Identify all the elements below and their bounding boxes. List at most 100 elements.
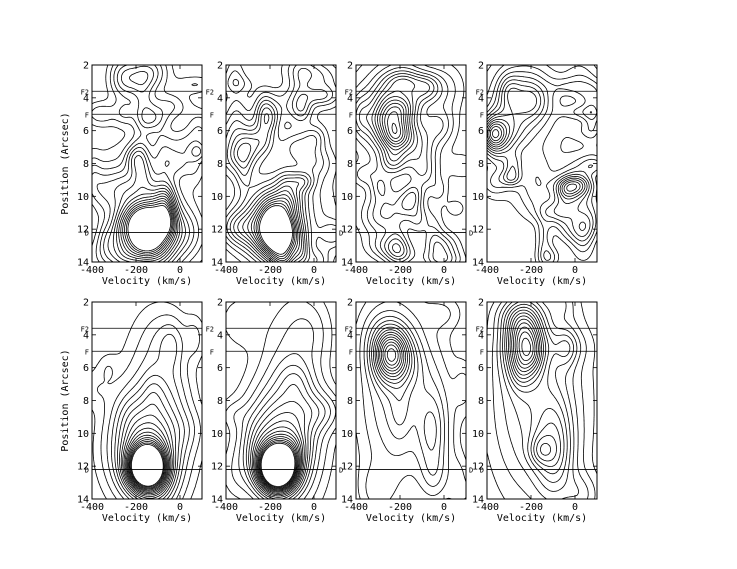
- contour-level-12: [253, 197, 297, 262]
- contour-level-7: [119, 392, 177, 499]
- reference-line-label-d: D: [85, 466, 89, 474]
- contour-level-14: [382, 341, 401, 369]
- reference-line-label-f: F: [480, 111, 484, 119]
- contour-level-4: [238, 353, 331, 499]
- y-tick-label: 14: [211, 258, 223, 269]
- contour-level-3: [226, 65, 336, 262]
- y-tick-label: 6: [347, 126, 353, 137]
- x-tick-label: 0: [177, 502, 183, 513]
- contour-level-4: [363, 310, 445, 487]
- x-tick-label: -200: [388, 502, 412, 513]
- contour-level-2: [356, 65, 461, 262]
- contour-level-10: [118, 193, 177, 260]
- contour-level-5: [366, 315, 442, 476]
- contour-level-11: [511, 315, 541, 376]
- contour-level-3: [106, 324, 195, 499]
- y-tick-label: 14: [77, 495, 89, 506]
- contour-level-6: [487, 79, 593, 237]
- contour-level-1: [580, 302, 597, 475]
- contour-level-10: [377, 96, 410, 151]
- contour-level-8: [250, 401, 307, 498]
- contour-level-12: [379, 336, 405, 375]
- x-tick-label: -400: [214, 265, 238, 276]
- contour-level-7: [248, 384, 313, 499]
- contour-level-2: [97, 314, 201, 499]
- contour-level-8: [506, 306, 561, 467]
- contour-group: [226, 65, 336, 262]
- contour-level-6: [359, 73, 435, 257]
- contour-level-15: [259, 205, 293, 255]
- contour-level-5: [96, 65, 201, 262]
- y-tick-label: 2: [83, 298, 89, 309]
- y-tick-label: 8: [347, 159, 353, 170]
- y-tick-label: 8: [478, 396, 484, 407]
- reference-line-label-f: F: [85, 348, 89, 356]
- y-tick-label: 4: [347, 93, 353, 104]
- contour-level-6: [229, 107, 309, 262]
- contour-level-7: [487, 83, 588, 231]
- x-tick-label: -200: [258, 265, 282, 276]
- y-tick-label: 12: [341, 462, 353, 473]
- y-tick-label: 6: [347, 363, 353, 374]
- contour-level-8: [373, 326, 413, 389]
- contour-level-13: [380, 339, 403, 372]
- reference-line-label-d: D: [469, 229, 473, 237]
- reference-line-label-d: D: [339, 229, 343, 237]
- contour-level-11: [250, 194, 299, 262]
- y-tick-label: 12: [211, 225, 223, 236]
- contour-level-6: [103, 71, 186, 262]
- x-tick-label: 0: [177, 265, 183, 276]
- reference-line-label-d: D: [480, 466, 484, 474]
- contour-level-11: [254, 426, 302, 494]
- y-tick-label: 2: [217, 61, 223, 72]
- y-tick-label: 4: [83, 330, 89, 341]
- x-axis-label: Velocity (km/s): [102, 276, 192, 287]
- x-axis-label: Velocity (km/s): [366, 513, 456, 524]
- y-tick-label: 6: [217, 126, 223, 137]
- contour-level-15: [518, 331, 534, 361]
- contour-level-2: [356, 302, 466, 499]
- contour-level-5: [487, 75, 597, 242]
- contour-level-10: [253, 420, 304, 495]
- x-tick-label: -200: [519, 265, 543, 276]
- contour-group: [92, 65, 202, 262]
- contour-level-1: [92, 302, 202, 499]
- contour-level-16: [521, 337, 531, 356]
- contour-level-9: [242, 185, 302, 262]
- contour-level-13: [256, 433, 300, 492]
- contour-level-8: [371, 78, 416, 162]
- contour-level-14: [516, 326, 536, 365]
- contour-level-8: [237, 142, 304, 262]
- y-tick-label: 8: [83, 396, 89, 407]
- x-tick-label: -200: [388, 265, 412, 276]
- contour-level-9: [374, 90, 412, 156]
- reference-line-label-f2: F2: [81, 88, 89, 96]
- contour-level-17: [130, 442, 165, 488]
- contour-level-9: [116, 190, 179, 262]
- y-tick-label: 6: [478, 126, 484, 137]
- contour-level-7: [371, 323, 415, 402]
- y-tick-label: 14: [341, 258, 353, 269]
- x-tick-label: -400: [475, 265, 499, 276]
- contour-group: [226, 302, 336, 499]
- contour-level-4: [496, 302, 579, 499]
- contour-level-12: [490, 126, 502, 142]
- y-tick-label: 10: [472, 429, 484, 440]
- y-tick-label: 12: [472, 225, 484, 236]
- contour-level-7: [366, 75, 430, 254]
- y-tick-label: 10: [472, 192, 484, 203]
- contour-level-12: [513, 318, 539, 373]
- y-tick-label: 4: [478, 93, 484, 104]
- reference-line-label-f2: F2: [345, 88, 353, 96]
- contour-level-10: [247, 190, 300, 262]
- reference-line-label-f: F: [349, 111, 353, 119]
- y-tick-label: 12: [77, 462, 89, 473]
- reference-line-label-f2: F2: [206, 325, 214, 333]
- contour-level-9: [508, 309, 557, 462]
- x-tick-label: 0: [572, 502, 578, 513]
- x-tick-label: -400: [475, 502, 499, 513]
